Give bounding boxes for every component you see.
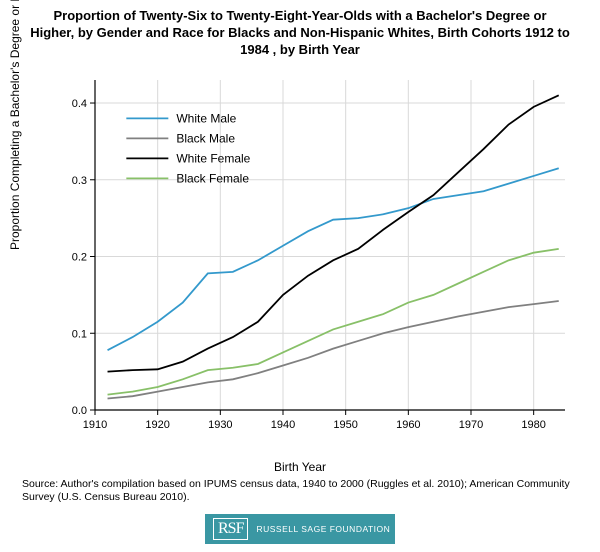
svg-text:0.0: 0.0: [72, 405, 87, 417]
chart-title: Proportion of Twenty-Six to Twenty-Eight…: [0, 0, 600, 63]
chart-plot-area: 0.0 0.1 0.2 0.3 0.4 1910 1920 1930 1940 1950 1960 1…: [65, 70, 575, 440]
svg-text:1960: 1960: [396, 419, 420, 431]
series-line: [108, 301, 559, 398]
series-line: [108, 168, 559, 350]
line-chart-svg: 0.0 0.1 0.2 0.3 0.4 1910 1920 1930 1940 1950 1960 1…: [65, 70, 575, 440]
svg-text:0.2: 0.2: [72, 252, 87, 264]
svg-text:1970: 1970: [459, 419, 483, 431]
svg-text:1920: 1920: [145, 419, 169, 431]
source-note: Source: Author's compilation based on IP…: [22, 478, 578, 504]
svg-text:0.1: 0.1: [72, 328, 87, 340]
legend-item: White Male: [176, 111, 236, 125]
svg-text:1940: 1940: [271, 419, 295, 431]
legend-item: Black Female: [176, 171, 249, 185]
svg-text:1950: 1950: [333, 419, 357, 431]
rsf-abbrev: RSF: [213, 518, 248, 540]
legend-item: Black Male: [176, 131, 235, 145]
rsf-logo: RSF RUSSELL SAGE FOUNDATION: [205, 514, 395, 544]
y-axis-label: Proportion Completing a Bachelor's Degre…: [8, 0, 22, 250]
svg-text:1980: 1980: [521, 419, 545, 431]
svg-text:1930: 1930: [208, 419, 232, 431]
x-axis-label: Birth Year: [274, 460, 326, 474]
series-line: [108, 249, 559, 395]
svg-text:1910: 1910: [83, 419, 107, 431]
svg-text:0.3: 0.3: [72, 175, 87, 187]
rsf-text: RUSSELL SAGE FOUNDATION: [256, 524, 390, 534]
svg-text:0.4: 0.4: [72, 98, 87, 110]
legend-item: White Female: [176, 151, 250, 165]
